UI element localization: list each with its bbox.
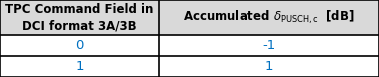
- Bar: [0, 35, 159, 56]
- Bar: [0, 0, 159, 35]
- Bar: [159, 35, 379, 56]
- Bar: [159, 0, 379, 35]
- Bar: [0, 56, 159, 77]
- Text: 1: 1: [75, 60, 84, 73]
- Text: -1: -1: [263, 39, 276, 52]
- Bar: [159, 56, 379, 77]
- Text: Accumulated $\delta_{\mathrm{PUSCH,c}}$  [dB]: Accumulated $\delta_{\mathrm{PUSCH,c}}$ …: [183, 9, 355, 26]
- Text: TPC Command Field in
DCI format 3A/3B: TPC Command Field in DCI format 3A/3B: [5, 3, 154, 32]
- Text: 1: 1: [265, 60, 273, 73]
- Text: 0: 0: [75, 39, 84, 52]
